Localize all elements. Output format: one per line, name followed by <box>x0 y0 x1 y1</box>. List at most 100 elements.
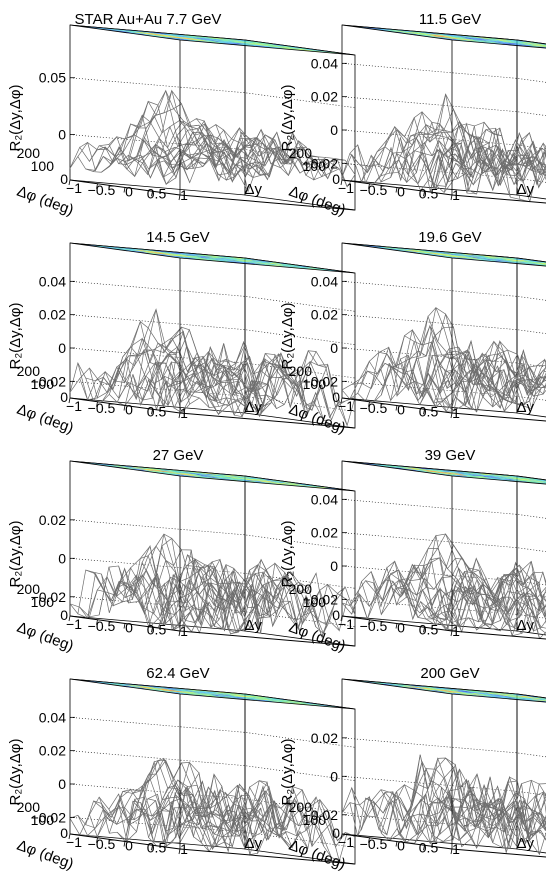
projection-cell <box>494 478 511 480</box>
projection-cell <box>231 695 248 697</box>
projection-cell <box>393 685 410 687</box>
projection-cell <box>438 472 455 475</box>
projection-cell <box>290 702 307 705</box>
projection-cell <box>382 29 398 31</box>
projection-cell <box>127 30 144 33</box>
projection-cell <box>238 43 254 46</box>
projection-cell <box>180 35 196 37</box>
x-tick <box>340 833 343 840</box>
projection-cell <box>469 254 486 257</box>
projection-cell <box>417 250 433 252</box>
projection-cell <box>218 42 235 45</box>
projection-cell <box>292 266 309 268</box>
projection-cell <box>281 701 298 704</box>
projection-cell <box>239 258 255 261</box>
projection-cell <box>468 694 484 696</box>
projection-cell <box>430 471 446 474</box>
projection-cell <box>178 689 194 691</box>
projection-cell <box>460 691 476 694</box>
projection-cell <box>196 40 212 42</box>
projection-cell <box>533 261 546 263</box>
projection-cell <box>151 688 167 691</box>
mesh-line <box>234 800 346 850</box>
projection-cell <box>385 684 401 687</box>
y-tick-label: 200 <box>289 363 313 379</box>
projection-cell <box>120 685 136 688</box>
projection-cell <box>249 42 265 45</box>
projection-cell <box>296 265 312 268</box>
x-tick <box>395 623 398 629</box>
projection-cell <box>222 42 239 44</box>
x-tick-label: 0.5 <box>147 839 167 855</box>
z-tick-label: 0 <box>330 768 338 784</box>
projection-cell <box>470 474 487 476</box>
projection-cell <box>451 472 467 475</box>
projection-cell <box>540 699 546 701</box>
projection-cell <box>263 44 279 47</box>
projection-cell <box>447 474 463 477</box>
projection-cell <box>189 693 205 695</box>
projection-cell <box>285 47 302 49</box>
mesh-line <box>108 757 220 833</box>
projection-cell <box>534 46 546 48</box>
projection-cell <box>285 701 302 703</box>
y-tick-label: 0 <box>60 607 68 623</box>
projection-cell <box>504 693 521 696</box>
projection-cell <box>129 466 145 469</box>
projection-cell <box>151 252 167 255</box>
projection-cell <box>371 464 387 467</box>
projection-cell <box>512 42 529 44</box>
projection-cell <box>495 692 512 695</box>
mesh-line <box>516 376 546 406</box>
projection-cell <box>244 477 260 480</box>
projection-cell <box>261 44 277 47</box>
projection-cell <box>255 481 272 484</box>
projection-cell <box>243 479 260 482</box>
projection-cell <box>527 42 543 44</box>
projection-cell <box>469 36 486 39</box>
projection-cell <box>289 482 305 485</box>
projection-cell <box>275 699 292 701</box>
projection-cell <box>149 688 165 691</box>
projection-cell <box>465 37 482 39</box>
projection-cell <box>130 249 147 252</box>
projection-cell <box>178 35 194 37</box>
projection-cell <box>245 261 262 263</box>
grid-line <box>341 63 546 83</box>
projection-cell <box>113 30 129 33</box>
projection-cell <box>490 260 507 263</box>
projection-cell <box>203 39 220 41</box>
projection-cell <box>288 266 305 269</box>
projection-cell <box>215 256 231 258</box>
x-tick <box>151 191 153 197</box>
projection-cell <box>383 464 400 467</box>
projection-cell <box>139 250 155 253</box>
mesh-line <box>196 340 307 393</box>
projection-cell <box>230 475 247 478</box>
projection-cell <box>172 689 189 692</box>
mesh-line <box>497 152 546 186</box>
projection-cell <box>511 476 527 479</box>
projection-cell <box>308 267 324 270</box>
projection-cell <box>538 700 546 702</box>
projection-cell <box>421 252 437 255</box>
y-tick-label: 0 <box>60 171 68 187</box>
projection-cell <box>294 484 310 486</box>
projection-cell <box>533 480 546 483</box>
projection-cell <box>217 259 234 261</box>
projection-cell <box>271 47 287 49</box>
mesh-line <box>438 140 546 178</box>
projection-cell <box>206 258 223 261</box>
z-tick-label: 0.04 <box>311 273 338 289</box>
projection-cell <box>533 479 546 481</box>
projection-cell <box>165 34 182 37</box>
mesh-line <box>215 124 326 166</box>
projection-cell <box>180 471 196 473</box>
projection-cell <box>206 255 222 258</box>
projection-cell <box>225 476 241 479</box>
projection-cell <box>266 264 282 266</box>
mesh-line <box>244 581 356 635</box>
projection-cell <box>127 684 144 687</box>
projection-cell <box>436 469 452 472</box>
projection-cell <box>441 688 457 691</box>
